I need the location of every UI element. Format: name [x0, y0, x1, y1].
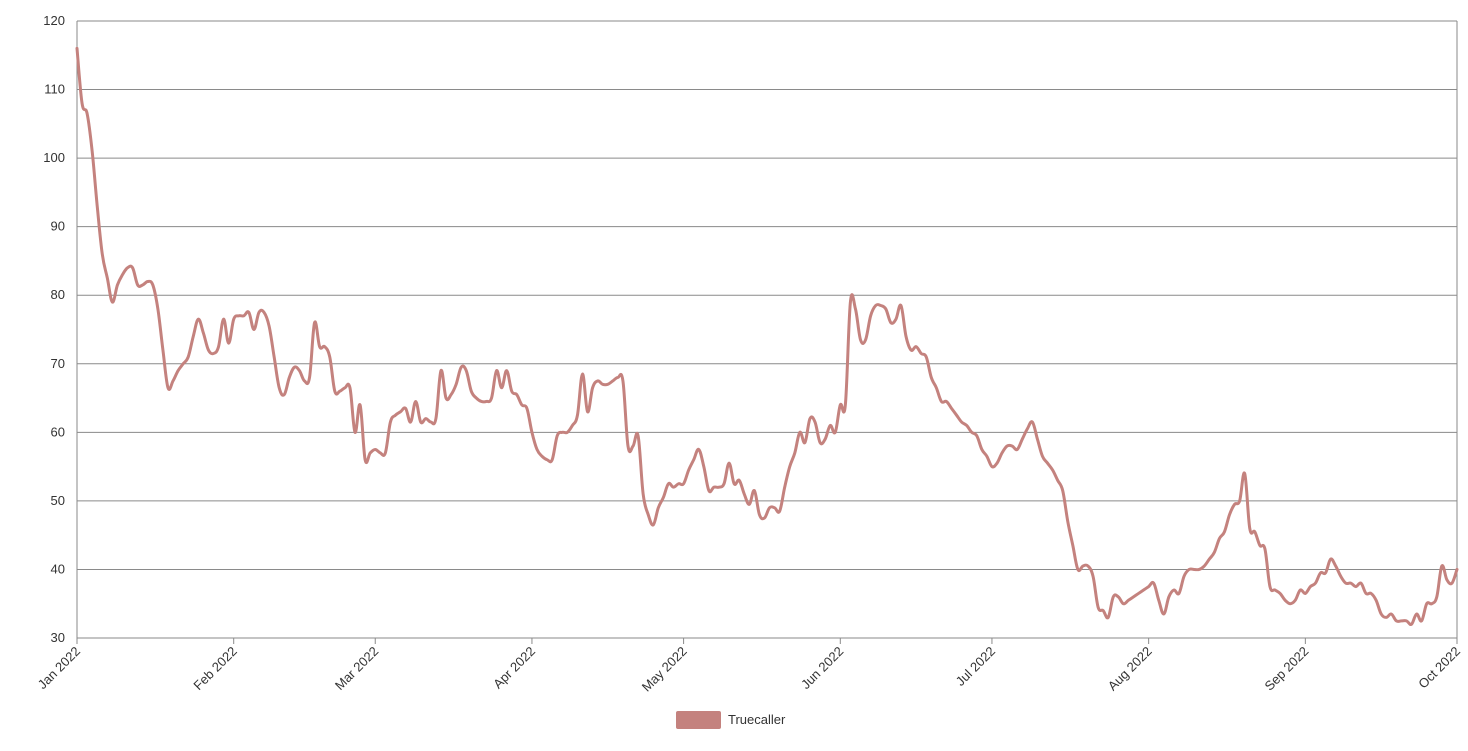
x-tick-label: Jan 2022 [35, 644, 83, 692]
gridlines [76, 20, 1458, 639]
legend[interactable]: Truecaller [676, 711, 786, 729]
x-tick-label: Sep 2022 [1262, 644, 1312, 694]
x-tick-label: Jun 2022 [798, 644, 846, 692]
x-tick-label: Jul 2022 [953, 644, 998, 689]
x-tick-label: May 2022 [639, 644, 690, 695]
y-tick-label: 50 [51, 493, 65, 508]
y-tick-label: 90 [51, 219, 65, 234]
x-tick-label: Aug 2022 [1105, 644, 1155, 694]
y-tick-label: 100 [43, 150, 65, 165]
x-tick-label: Oct 2022 [1415, 644, 1463, 692]
x-tick-label: Apr 2022 [490, 644, 538, 692]
y-tick-label: 40 [51, 561, 65, 576]
series-line-truecaller[interactable] [75, 46, 1459, 626]
y-axis-tick-labels: 30 40 50 60 70 80 90 100 110 120 [43, 13, 65, 645]
y-tick-label: 80 [51, 287, 65, 302]
y-tick-label: 60 [51, 424, 65, 439]
x-tick-label: Mar 2022 [332, 644, 381, 693]
y-tick-label: 30 [51, 630, 65, 645]
x-axis-tick-labels: Jan 2022 Feb 2022 Mar 2022 Apr 2022 May 2022… [35, 638, 1463, 695]
y-tick-label: 110 [44, 82, 65, 97]
x-tick-label: Feb 2022 [190, 644, 239, 693]
legend-swatch-truecaller[interactable] [676, 711, 721, 729]
series-lines [75, 46, 1459, 626]
y-tick-label: 70 [51, 356, 65, 371]
y-tick-label: 120 [43, 13, 65, 28]
legend-label-truecaller[interactable]: Truecaller [728, 712, 786, 727]
